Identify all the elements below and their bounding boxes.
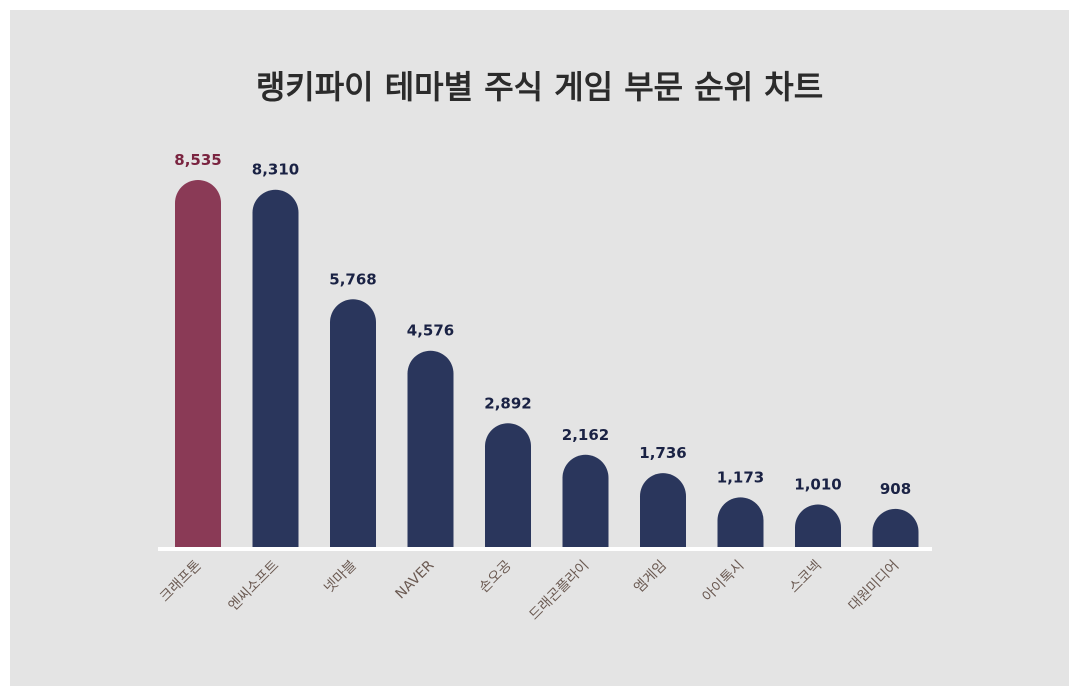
value-label-5: 2,892 (484, 394, 531, 412)
category-label-2: 엔씨소프트 (225, 557, 282, 614)
category-label-5: 손오공 (476, 557, 515, 596)
bar-10 (872, 508, 919, 548)
category-label-9: 스코넥 (786, 558, 825, 597)
value-label-8: 1,173 (717, 468, 764, 486)
bar-8 (717, 497, 764, 548)
category-label-1: 크래프톤 (157, 557, 205, 605)
bar-2 (252, 189, 299, 548)
bar-6 (562, 454, 609, 548)
bar-5 (485, 423, 531, 548)
bar-4 (407, 350, 454, 548)
category-label-3: 넷마블 (321, 557, 360, 596)
value-label-7: 1,736 (639, 444, 686, 462)
category-label-6: 드래곤플라이 (526, 558, 592, 624)
bar-3 (330, 299, 376, 548)
bar-7 (640, 473, 686, 548)
value-label-4: 4,576 (407, 322, 454, 340)
category-label-10: 대원미디어 (845, 558, 902, 615)
value-label-2: 8,310 (252, 161, 299, 179)
bar-1 (175, 180, 221, 548)
category-label-8: 아이톡시 (700, 558, 748, 606)
category-label-4: NAVER (393, 557, 438, 602)
value-label-1: 8,535 (174, 151, 221, 169)
chart-title: 랭키파이 테마별 주식 게임 부문 순위 차트 (255, 68, 824, 106)
bar-9 (795, 504, 841, 548)
value-label-9: 1,010 (794, 475, 841, 493)
category-label-7: 엠게임 (631, 558, 670, 597)
value-label-3: 5,768 (329, 270, 376, 288)
value-label-10: 908 (880, 480, 911, 498)
value-label-6: 2,162 (562, 426, 609, 444)
